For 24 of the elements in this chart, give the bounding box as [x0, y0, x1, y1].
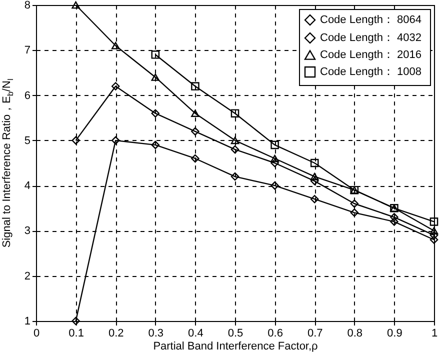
x-tick-label: 0.2	[108, 328, 124, 340]
legend-label: Code Length： 8064	[320, 14, 422, 26]
x-tick-label: 0.7	[307, 328, 323, 340]
x-tick-label: 0.9	[387, 328, 402, 340]
x-tick-label: 1	[431, 328, 438, 340]
y-tick-label: 1	[24, 316, 30, 328]
x-tick-label: 0.6	[268, 328, 283, 340]
legend-label: Code Length： 4032	[320, 32, 422, 44]
x-tick-label: 0.8	[347, 328, 363, 340]
legend-label: Code Length： 1008	[320, 66, 422, 78]
y-tick-label: 7	[24, 44, 30, 57]
x-tick-label: 0.4	[188, 328, 204, 340]
x-axis-title: Partial Band Interference Factor,ρ	[153, 340, 318, 352]
y-tick-label: 8	[24, 0, 30, 12]
x-tick-label: 0.3	[148, 328, 164, 340]
y-tick-label: 3	[24, 225, 30, 238]
x-tick-label: 0.5	[228, 328, 244, 340]
y-tick-label: 5	[24, 134, 30, 147]
x-tick-label: 0.1	[68, 328, 84, 340]
x-tick-label: 0	[33, 328, 40, 340]
y-tick-label: 6	[24, 90, 30, 102]
legend-label: Code Length： 2016	[320, 49, 422, 61]
y-tick-label: 2	[24, 270, 30, 282]
y-tick-label: 4	[24, 180, 30, 192]
